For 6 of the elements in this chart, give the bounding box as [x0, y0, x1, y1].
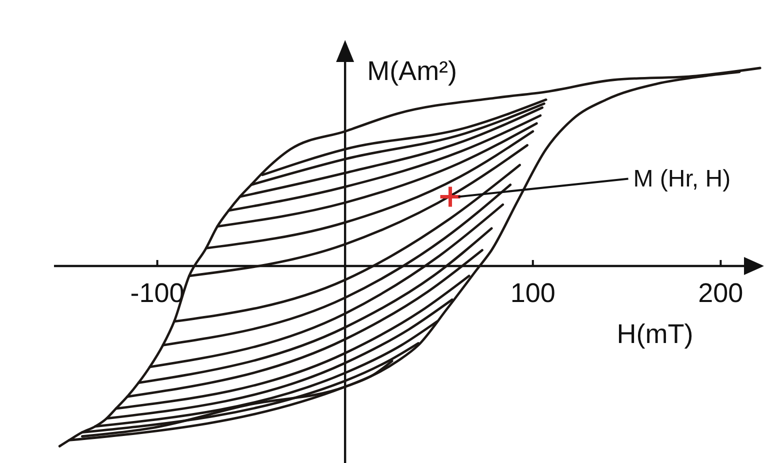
- annotation: M (Hr, H): [633, 166, 731, 193]
- x-axis-title: H(mT): [616, 319, 694, 349]
- x-tick-label: -100: [130, 278, 184, 308]
- y-axis-title: M(Am²): [367, 56, 458, 86]
- x-tick-label: 100: [510, 278, 556, 308]
- x-tick-label: 200: [698, 278, 744, 308]
